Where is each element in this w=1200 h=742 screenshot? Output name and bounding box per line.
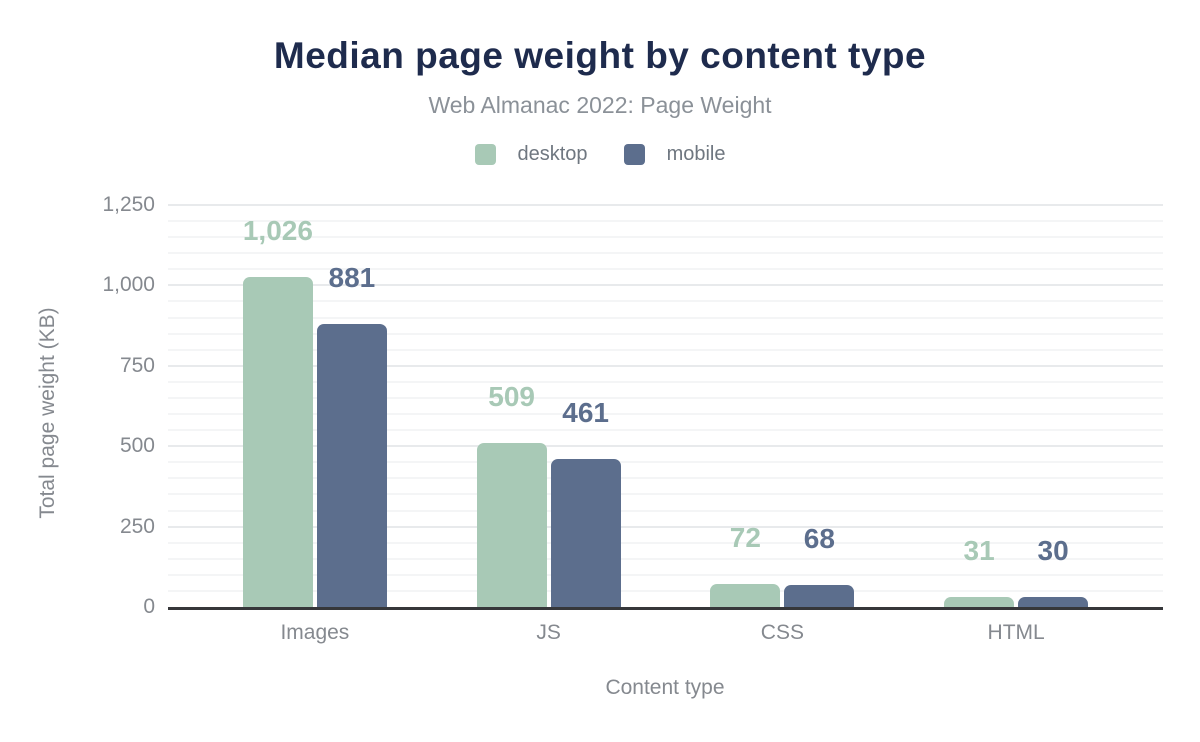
bar-desktop-html[interactable]: 31 [944, 535, 1015, 607]
gridline-minor [168, 220, 1163, 223]
y-tick-1,000: 1,000 [102, 273, 155, 297]
gridline-minor [168, 300, 1163, 303]
gridline-minor [168, 429, 1163, 432]
group-html: 31 30 HTML [899, 205, 1133, 644]
gridline-minor [168, 589, 1163, 592]
legend-swatch-mobile-icon [623, 144, 645, 165]
bar-desktop-js[interactable]: 509 [476, 381, 547, 607]
value-label-desktop-html: 31 [963, 535, 995, 567]
value-label-desktop-css: 72 [729, 521, 761, 553]
y-tick-1,250: 1,250 [102, 193, 155, 216]
y-tick-500: 500 [119, 434, 155, 458]
x-tick-css: CSS [760, 621, 804, 644]
chart-legend: desktop mobile [0, 143, 1200, 166]
group-css: 72 68 CSS [666, 205, 900, 644]
bar-pair-js: 509 461 [476, 381, 621, 607]
bar-pair-css: 72 68 [710, 522, 855, 607]
legend-label-desktop: desktop [517, 143, 588, 165]
gridline-minor [168, 380, 1163, 383]
value-label-desktop-images: 1,026 [242, 215, 313, 247]
gridline-major [168, 284, 1163, 287]
bar-mobile-css[interactable]: 68 [784, 523, 855, 607]
y-tick-0: 0 [143, 595, 155, 618]
gridline-major [168, 525, 1163, 528]
bar-desktop-images[interactable]: 1,026 [243, 215, 313, 607]
value-label-mobile-images: 881 [328, 261, 376, 293]
bar-mobile-js[interactable]: 461 [550, 397, 621, 607]
value-label-mobile-html: 30 [1037, 535, 1069, 567]
gridline-minor [168, 348, 1163, 351]
bar-mobile-images[interactable]: 881 [316, 262, 387, 607]
gridline-minor [168, 573, 1163, 576]
gridline-minor [168, 493, 1163, 496]
bar-pair-html: 31 30 [944, 535, 1089, 607]
bar-groups: 1,026 881 Images 509 461 JS 72 68 CSS 31 30 HTML [168, 205, 1163, 644]
chart-subtitle: Web Almanac 2022: Page Weight [428, 92, 772, 118]
x-tick-html: HTML [987, 621, 1045, 644]
value-label-desktop-js: 509 [488, 381, 535, 413]
bar-mobile-html[interactable]: 30 [1018, 535, 1089, 607]
y-tick-750: 750 [119, 353, 155, 377]
gridline-major [168, 445, 1163, 448]
gridline-minor [168, 461, 1163, 464]
gridline-minor [168, 541, 1163, 544]
gridline-major [168, 364, 1163, 367]
value-label-mobile-js: 461 [562, 396, 609, 428]
chart-title: Median page weight by content type [273, 35, 927, 76]
x-axis-title: Content type [605, 676, 725, 699]
bar-desktop-css[interactable]: 72 [710, 522, 781, 607]
legend-swatch-desktop-icon [474, 144, 496, 165]
value-label-mobile-css: 68 [803, 523, 835, 555]
gridline-minor [168, 316, 1163, 319]
gridline-major [168, 204, 1163, 206]
gridline-minor [168, 396, 1163, 399]
y-tick-250: 250 [119, 514, 155, 538]
gridline-minor [168, 477, 1163, 480]
plot-area: 0 250 500 750 1,000 1,250 1,026 881 Images 509 461… [102, 193, 1163, 644]
bar-pair-images: 1,026 881 [243, 215, 387, 607]
gridline-minor [168, 252, 1163, 255]
x-tick-js: JS [536, 621, 561, 644]
x-axis-line [168, 607, 1163, 610]
group-images: 1,026 881 Images [198, 205, 432, 644]
gridline-minor [168, 332, 1163, 335]
gridline-minor [168, 268, 1163, 271]
group-js: 509 461 JS [432, 205, 666, 644]
legend-item-mobile[interactable]: mobile [623, 143, 726, 166]
gridline-minor [168, 236, 1163, 239]
legend-label-mobile: mobile [666, 143, 726, 165]
legend-item-desktop[interactable]: desktop [474, 143, 588, 166]
gridline-minor [168, 557, 1163, 560]
gridline-minor [168, 413, 1163, 416]
y-axis-title: Total page weight (KB) [36, 307, 59, 519]
gridline-minor [168, 509, 1163, 512]
x-tick-images: Images [280, 621, 350, 644]
